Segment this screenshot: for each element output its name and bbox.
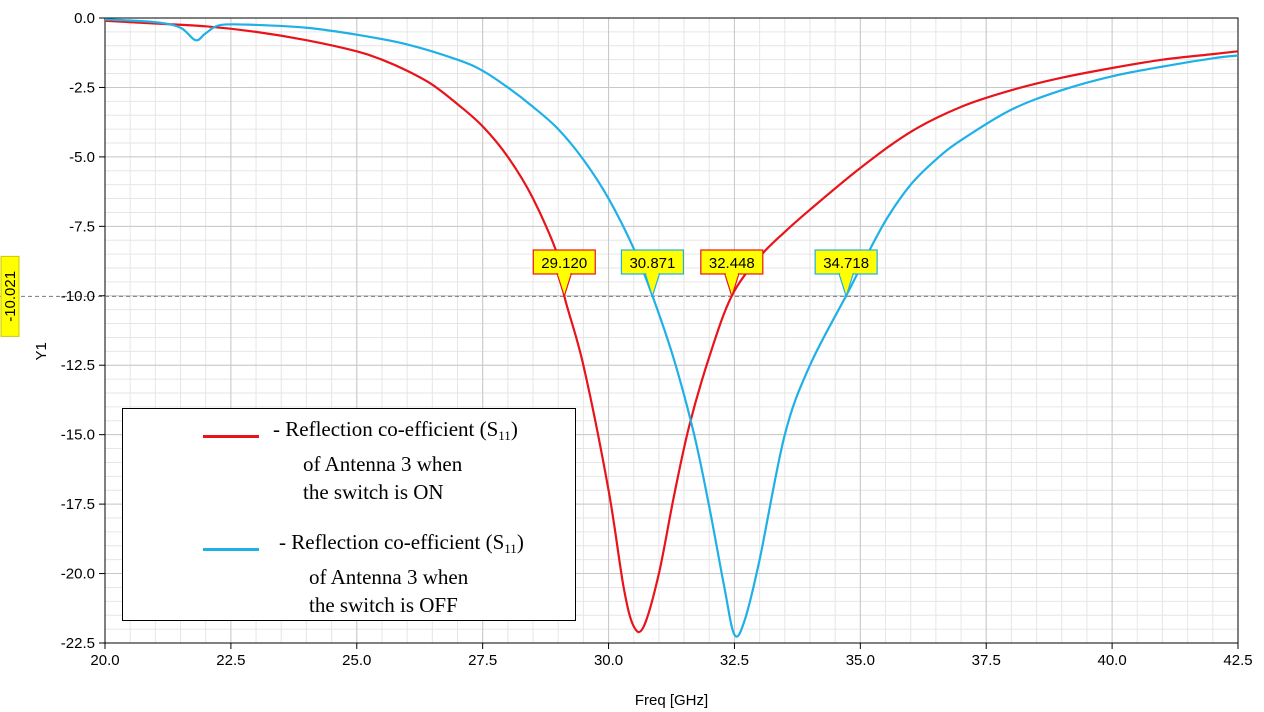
y-tick-label: -5.0 xyxy=(69,149,95,166)
y-tick-label: -17.5 xyxy=(61,496,95,513)
x-tick-label: 37.5 xyxy=(972,652,1001,669)
marker-29.120: 29.120 xyxy=(532,249,596,299)
x-axis-title: Freq [GHz] xyxy=(635,692,708,709)
series-line-on xyxy=(104,19,1239,634)
legend-on-suffix: ) xyxy=(510,417,518,441)
legend-on-line2: of Antenna 3 when xyxy=(303,452,463,476)
series-lines xyxy=(104,18,1239,638)
series-line-off xyxy=(104,18,1239,638)
legend-on-prefix: - Reflection co-efficient (S xyxy=(273,417,499,441)
x-tick-label: 22.5 xyxy=(216,652,245,669)
marker-pointer xyxy=(556,273,573,299)
marker-pointer-join xyxy=(840,273,853,276)
x-tick-labels: 20.0 22.5 25.0 27.5 30.0 32.5 35.0 37.5 40.0 42.5 xyxy=(90,643,1253,669)
y-tick-labels: 0.0 -2.5 -5.0 -7.5 -10.0 -12.5 -15.0 -17.5 -20.0… xyxy=(61,10,105,652)
legend-off-line2: of Antenna 3 when xyxy=(309,565,469,589)
y-axis-title: Y1 xyxy=(33,342,50,360)
y-tick-label: -20.0 xyxy=(61,566,95,583)
marker-box xyxy=(814,249,878,275)
legend-text-off: - Reflection co-efficient (S11) of Anten… xyxy=(279,528,524,619)
legend-on-line3: the switch is ON xyxy=(303,480,444,504)
y-tick-label: -22.5 xyxy=(61,635,95,652)
marker-label: 32.448 xyxy=(709,255,755,272)
marker-pointer-join xyxy=(725,273,738,276)
x-tick-label: 25.0 xyxy=(342,652,371,669)
y-tick-label: 0.0 xyxy=(74,10,95,27)
marker-34.718: 34.718 xyxy=(814,249,878,299)
y-tick-label: -2.5 xyxy=(69,79,95,96)
x-tick-label: 30.0 xyxy=(594,652,623,669)
marker-label: 34.718 xyxy=(823,255,869,272)
legend-line-on xyxy=(203,435,259,438)
x-tick-label: 27.5 xyxy=(468,652,497,669)
reference-value-label: -10.021 xyxy=(2,271,19,322)
legend-off-suffix: ) xyxy=(516,530,524,554)
reference-value-badge: -10.021 xyxy=(0,255,20,337)
legend-off-sub: 11 xyxy=(504,541,517,556)
marker-32.448: 32.448 xyxy=(700,249,764,299)
markers: 29.120 30.871 32.448 34.718 xyxy=(532,249,878,299)
marker-pointer-join xyxy=(558,273,571,276)
legend-off-prefix: - Reflection co-efficient (S xyxy=(279,530,505,554)
x-tick-label: 40.0 xyxy=(1098,652,1127,669)
y-tick-label: -7.5 xyxy=(69,218,95,235)
reference-value-badge-box xyxy=(0,255,20,337)
marker-label: 29.120 xyxy=(541,255,587,272)
marker-30.871: 30.871 xyxy=(620,249,685,299)
legend-off-line3: the switch is OFF xyxy=(309,593,458,617)
plot-frame xyxy=(104,17,1239,644)
x-tick-label: 32.5 xyxy=(720,652,749,669)
x-tick-label: 35.0 xyxy=(846,652,875,669)
marker-label: 30.871 xyxy=(629,255,675,272)
y-tick-label: -12.5 xyxy=(61,357,95,374)
y-tick-label: -10.0 xyxy=(61,288,95,305)
legend-line-off xyxy=(203,548,259,551)
x-tick-label: 42.5 xyxy=(1223,652,1252,669)
legend: - Reflection co-efficient (S11) of Anten… xyxy=(122,408,576,621)
y-tick-label: -15.0 xyxy=(61,427,95,444)
legend-on-sub: 11 xyxy=(498,428,511,443)
marker-box xyxy=(532,249,596,275)
x-tick-label: 20.0 xyxy=(90,652,119,669)
legend-text-on: - Reflection co-efficient (S11) of Anten… xyxy=(273,415,518,506)
marker-pointer-join xyxy=(646,273,659,276)
